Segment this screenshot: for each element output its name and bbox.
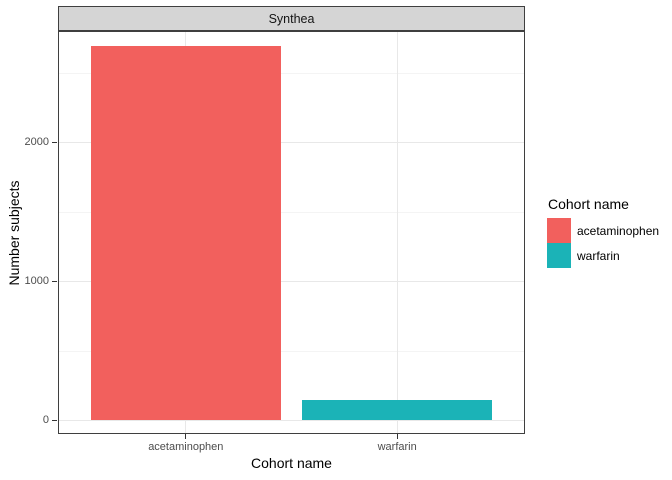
facet-strip: Synthea	[58, 6, 525, 31]
y-tick-label-1000: 1000	[24, 275, 49, 287]
x-tick-label-warfarin: warfarin	[377, 441, 417, 453]
legend-title: Cohort name	[548, 196, 629, 212]
y-tick-label-2000: 2000	[24, 136, 49, 148]
y-axis-title: Number subjects	[6, 180, 22, 286]
gridline-vert-warfarin	[396, 32, 398, 433]
legend-key-warfarin	[547, 243, 571, 268]
x-tick-label-acetaminophen: acetaminophen	[148, 441, 224, 453]
legend-key-acetaminophen	[547, 218, 571, 243]
x-axis-title: Cohort name	[251, 455, 332, 471]
y-tick-0	[52, 419, 57, 421]
gridline-minor-2500	[59, 72, 524, 74]
bar-warfarin	[302, 399, 493, 420]
legend-label-warfarin: warfarin	[577, 249, 620, 263]
gridline-minor-1500	[59, 211, 524, 213]
bar-acetaminophen	[90, 46, 281, 420]
x-tick-warfarin	[396, 434, 398, 439]
x-tick-acetaminophen	[185, 434, 187, 439]
facet-strip-label: Synthea	[268, 11, 315, 26]
gridline-major-2000	[59, 142, 524, 143]
legend-label-acetaminophen: acetaminophen	[577, 224, 660, 238]
gridline-major-1000	[59, 281, 524, 282]
y-tick-2000	[52, 141, 57, 143]
gridline-major-0	[59, 420, 524, 421]
gridline-minor-500	[59, 350, 524, 352]
y-tick-label-0: 0	[42, 414, 49, 426]
plot-panel	[58, 31, 525, 434]
y-tick-1000	[52, 280, 57, 282]
